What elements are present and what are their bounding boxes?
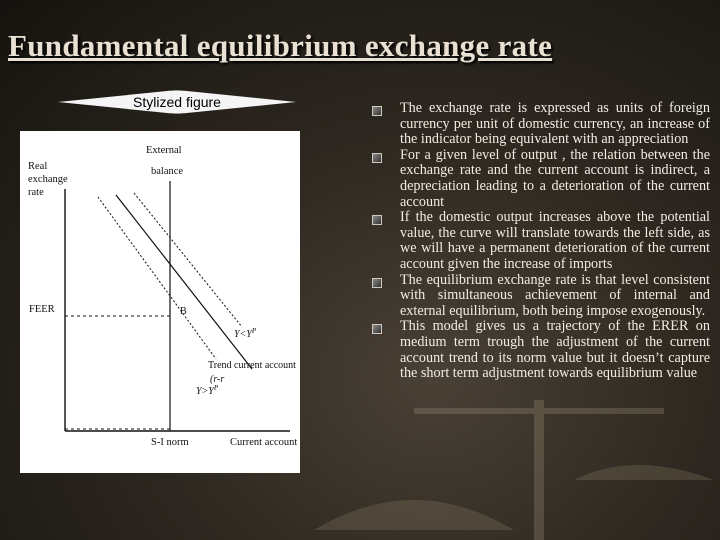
bullet-item: If the domestic output increases above t… [372, 209, 710, 272]
feer-label: FEER [29, 304, 55, 315]
balance-scale-illustration [314, 400, 714, 540]
trend-current-account-label: Trend current account [208, 360, 296, 371]
y-above-potential-label: Y>YP [196, 384, 219, 397]
curve-y-below-potential [133, 192, 243, 328]
y-axis-label-line1: Real [28, 161, 47, 172]
s-i-norm-label: S-I norm [151, 437, 189, 448]
stylized-figure: Real exchange rate External balance FEER… [20, 131, 300, 473]
curve-y-above-potential [97, 196, 217, 360]
square-bullet-icon [372, 215, 382, 226]
trend-formula: (r-r [210, 374, 224, 385]
x-axis-label: Current account [230, 437, 297, 448]
y-axis-label-line2: exchange [28, 174, 68, 185]
stylized-figure-label: Stylized figure [58, 90, 296, 114]
bullet-item: The exchange rate is expressed as units … [372, 100, 710, 148]
y-axis-label-line3: rate [28, 187, 44, 198]
square-bullet-icon [372, 152, 382, 163]
point-b-label: B [180, 306, 187, 317]
slide-title: Fundamental equilibrium exchange rate [8, 28, 553, 63]
square-bullet-icon [372, 106, 382, 116]
external-balance-label-line1: External [146, 145, 182, 156]
bullet-item: For a given level of output , the relati… [372, 147, 710, 210]
curve-trend-current-account [115, 194, 253, 370]
square-bullet-icon [372, 277, 382, 288]
bullet-list: The exchange rate is expressed as units … [372, 100, 710, 382]
square-bullet-icon [372, 324, 382, 335]
external-balance-label-line2: balance [151, 166, 183, 177]
bullet-item: The equilibrium exchange rate is that le… [372, 272, 710, 320]
y-below-potential-label: Y<YP [234, 327, 257, 340]
bullet-item: This model gives us a trajectory of the … [372, 319, 710, 381]
